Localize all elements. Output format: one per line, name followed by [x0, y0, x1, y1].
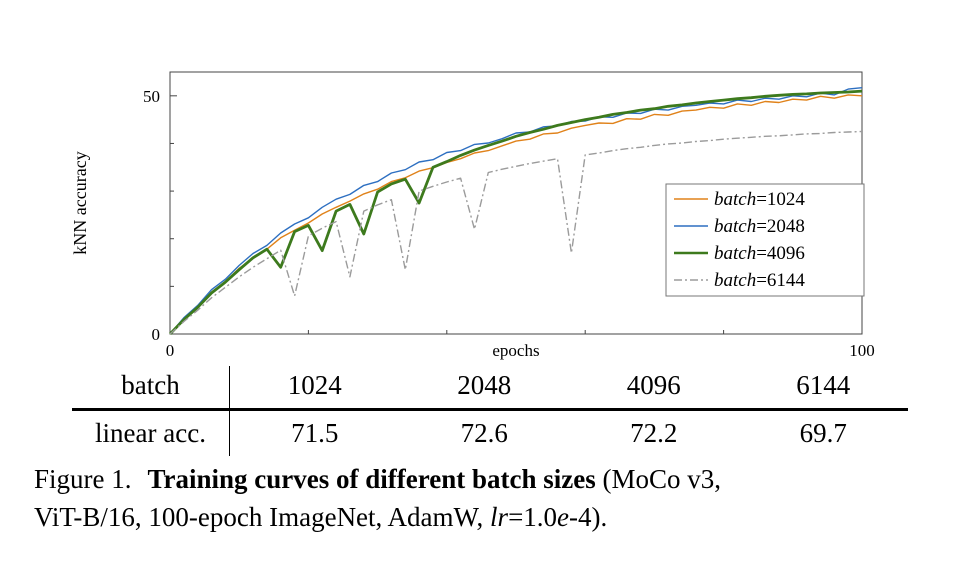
- series-line-batch-6144: [169, 130, 863, 335]
- table-row-batch: batch 1024 2048 4096 6144: [72, 366, 908, 411]
- table-cell-acc-1: 71.5: [291, 418, 339, 448]
- series-line-batch-2048: [169, 87, 863, 335]
- caption-eq: =1.0: [508, 502, 558, 533]
- table-row-label: batch: [72, 366, 230, 411]
- caption-end: -4).: [569, 502, 608, 533]
- legend-box: [665, 183, 865, 297]
- table-cell-acc-4: 69.7: [799, 418, 847, 448]
- caption-bold-title: Training curves of different batch sizes: [147, 464, 596, 494]
- x-axis-label: epochs: [492, 341, 539, 360]
- series-line-batch-1024: [169, 94, 863, 335]
- legend-label-batch-2048: batch=2048: [714, 216, 805, 237]
- caption-e: e: [557, 502, 570, 533]
- legend-label-batch-1024: batch=1024: [714, 189, 805, 210]
- y-axis-tick-label: 50: [143, 87, 160, 106]
- y-axis-tick-label: 0: [152, 325, 161, 344]
- table-row-label: linear acc.: [72, 411, 230, 456]
- table-cell-acc-3: 72.2: [630, 418, 678, 448]
- figure-caption: Figure 1. Training curves of different ba…: [34, 460, 934, 537]
- training-curves-chart: 0 100 0 50 epochs kNN accuracy batch=1024 batch…: [58, 58, 888, 378]
- table-cell-batch-2: 2048: [399, 366, 569, 411]
- legend-label-batch-4096: batch=4096: [714, 243, 805, 264]
- y-axis-label: kNN accuracy: [70, 151, 90, 254]
- series-line-batch-4096: [168, 89, 863, 335]
- table-cell-batch-4: 6144: [738, 366, 908, 411]
- caption-figure-number: Figure 1.: [34, 464, 132, 494]
- caption-tail-2: ViT-B/16, 100-epoch ImageNet, AdamW,: [34, 502, 491, 533]
- caption-lr: lr: [490, 502, 509, 533]
- x-axis-tick-label: 0: [166, 341, 175, 360]
- table-cell-acc-2: 72.6: [460, 418, 508, 448]
- table-cell-batch-3: 4096: [569, 366, 739, 411]
- legend: batch=1024 batch=2048 batch=4096 batch=6144: [665, 183, 865, 297]
- caption-tail-1: (MoCo v3,: [602, 464, 721, 494]
- table-cell-batch-1: 1024: [230, 366, 400, 411]
- table-row-linear-acc: linear acc. 71.5 72.6 72.2 69.7: [72, 411, 908, 456]
- results-table: batch 1024 2048 4096 6144 linear acc. 71…: [72, 366, 908, 456]
- x-axis-tick-label: 100: [849, 341, 875, 360]
- legend-label-batch-6144: batch=6144: [714, 270, 805, 291]
